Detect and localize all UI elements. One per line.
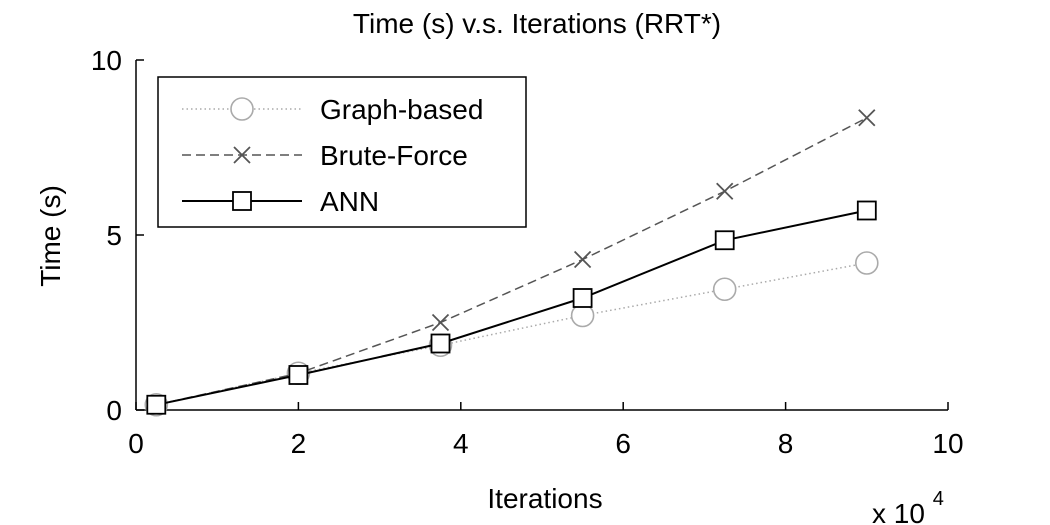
x-tick-label: 2 bbox=[291, 428, 307, 459]
legend: Graph-based Brute-Force ANN bbox=[157, 76, 527, 228]
series-line bbox=[156, 117, 868, 406]
y-tick-label: 0 bbox=[106, 395, 122, 426]
legend-label: ANN bbox=[320, 186, 379, 217]
series-graph-based bbox=[144, 251, 879, 417]
data-point bbox=[431, 313, 450, 332]
x-marker-stroke bbox=[573, 250, 592, 269]
x-marker-stroke bbox=[431, 313, 450, 332]
x-tick-label: 10 bbox=[932, 428, 963, 459]
data-point bbox=[858, 109, 876, 127]
legend-label: Graph-based bbox=[320, 94, 483, 125]
y-tick-label: 5 bbox=[106, 220, 122, 251]
series-ann bbox=[146, 200, 877, 415]
x-axis-multiplier-exponent: 4 bbox=[933, 488, 944, 510]
legend-entry: Brute-Force bbox=[182, 140, 468, 171]
x-axis-label: Iterations bbox=[487, 483, 602, 514]
x-axis-multiplier-base: x 10 bbox=[872, 498, 925, 525]
y-axis-label: Time (s) bbox=[35, 185, 66, 287]
axes: 0 2 4 6 8 10 0 5 10 bbox=[91, 45, 964, 459]
x-tick-label: 8 bbox=[778, 428, 794, 459]
legend-marker bbox=[233, 146, 251, 164]
data-point bbox=[572, 288, 593, 308]
data-point bbox=[716, 182, 734, 200]
legend-entry: Graph-based bbox=[182, 94, 483, 125]
plot-area bbox=[144, 109, 879, 417]
series-line bbox=[156, 209, 868, 406]
data-point bbox=[714, 230, 735, 251]
series-line bbox=[156, 262, 867, 406]
data-point bbox=[573, 250, 592, 269]
x-tick-label: 0 bbox=[128, 428, 144, 459]
data-point bbox=[288, 365, 309, 385]
x-marker-stroke bbox=[858, 109, 876, 127]
x-tick-label: 4 bbox=[453, 428, 469, 459]
chart-title: Time (s) v.s. Iterations (RRT*) bbox=[353, 8, 721, 39]
x-marker-stroke bbox=[233, 146, 251, 164]
legend-marker bbox=[230, 97, 254, 121]
data-point bbox=[712, 277, 737, 302]
legend-entry: ANN bbox=[182, 186, 379, 217]
data-point bbox=[146, 394, 167, 415]
data-point bbox=[856, 200, 877, 221]
legend-marker bbox=[232, 191, 252, 211]
legend-label: Brute-Force bbox=[320, 140, 468, 171]
x-marker-stroke bbox=[716, 182, 734, 200]
x-axis-multiplier: x 10 4 bbox=[872, 488, 944, 525]
data-point bbox=[854, 251, 879, 275]
y-tick-label: 10 bbox=[91, 45, 122, 76]
x-tick-label: 6 bbox=[615, 428, 631, 459]
data-point bbox=[430, 333, 451, 354]
